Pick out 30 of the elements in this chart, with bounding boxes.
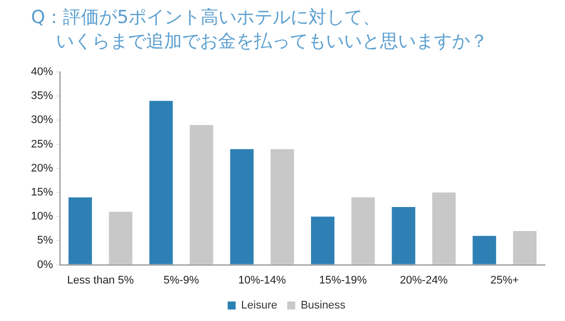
x-tick-label: 20%-24% (400, 274, 448, 286)
x-tick-label: 10%-14% (238, 274, 286, 286)
bar (351, 197, 375, 264)
bar (108, 212, 132, 264)
bar (432, 192, 456, 264)
y-tick-label: 15% (30, 186, 54, 199)
legend-label: Leisure (241, 300, 278, 312)
x-tick-label: Less than 5% (67, 274, 134, 286)
x-tick-label: 15%-19% (319, 274, 367, 286)
bar (149, 100, 173, 264)
y-tick-label: 25% (30, 138, 54, 150)
bar (472, 236, 496, 264)
y-tick-label: 0% (37, 258, 54, 271)
x-tick-label: 25%+ (490, 274, 519, 286)
bar (310, 216, 334, 264)
y-tick-label: 40% (30, 66, 54, 78)
bar (270, 149, 294, 264)
y-tick-label: 20% (30, 162, 54, 174)
bar (513, 231, 537, 264)
chart-title: Q：評価が5ポイント高いホテルに対して、いくらまで追加でお金を払ってもいいと思いますか？ (31, 7, 488, 52)
bar (230, 149, 254, 264)
y-tick-label: 5% (37, 234, 54, 247)
bar (68, 197, 92, 264)
y-tick-label: 10% (30, 210, 54, 223)
y-tick-label: 35% (30, 90, 54, 102)
x-tick-label: 5%-9% (164, 274, 200, 286)
bar (190, 125, 214, 264)
legend-label: Business (300, 300, 346, 312)
bar (392, 206, 416, 264)
y-tick-label: 30% (30, 114, 54, 126)
